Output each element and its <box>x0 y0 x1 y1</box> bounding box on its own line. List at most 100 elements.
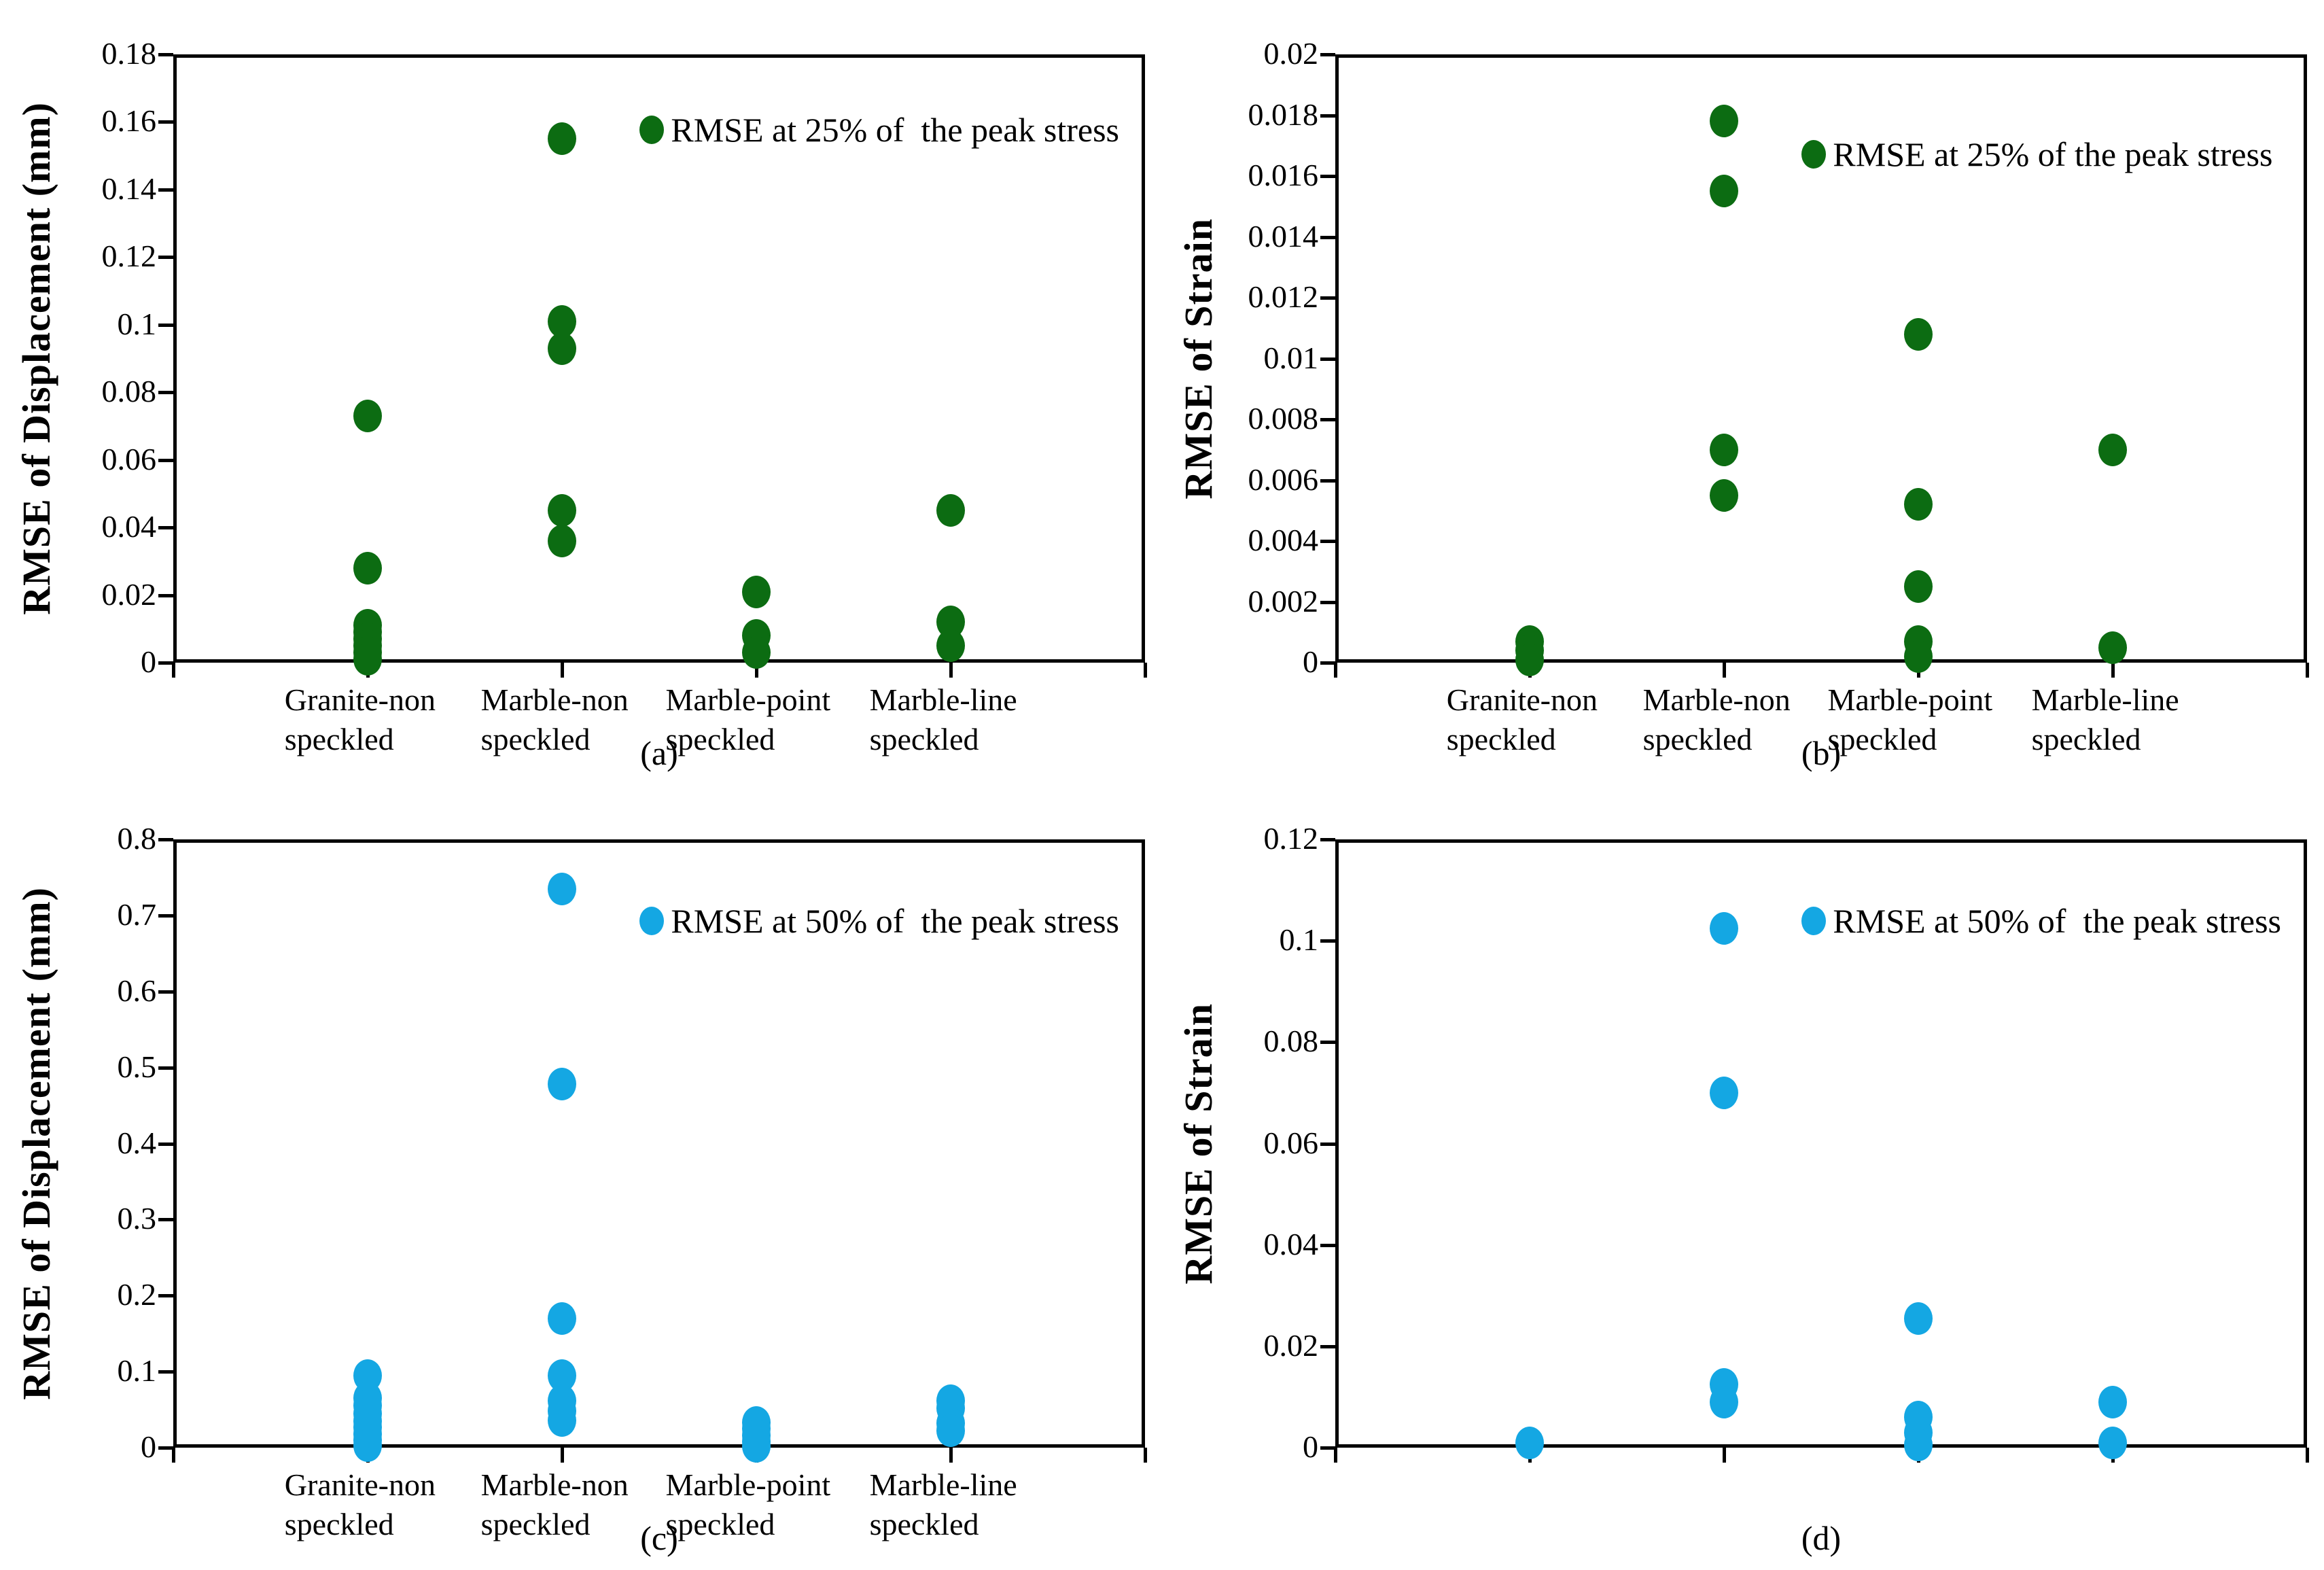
data-point <box>548 1302 576 1335</box>
y-tick-mark <box>158 526 173 530</box>
category-label: Marble-line speckled <box>2031 682 2179 756</box>
x-tick-mark <box>561 1448 564 1463</box>
y-tick-mark <box>158 1066 173 1070</box>
category-label: Marble-point speckled <box>1827 682 1993 756</box>
y-tick-label: 0.04 <box>101 509 157 544</box>
legend: RMSE at 25% of the peak stress <box>1801 135 2273 173</box>
category-label: Marble-point speckled <box>665 682 831 756</box>
data-point <box>2098 1385 2127 1418</box>
x-tick-mark <box>949 1448 953 1463</box>
x-tick-mark <box>1723 1448 1726 1463</box>
y-tick-label: 0.06 <box>101 441 157 476</box>
x-tick-mark <box>1334 663 1337 678</box>
data-point <box>548 872 576 905</box>
y-axis-title: RMSE of Displacement (mm) <box>5 54 67 663</box>
y-tick-mark <box>158 188 173 192</box>
data-point <box>548 525 576 557</box>
x-tick-mark <box>561 663 564 678</box>
y-tick-mark <box>1320 838 1335 841</box>
y-tick-label: 0.12 <box>1263 821 1319 856</box>
category-label: Marble-line speckled <box>869 682 1017 756</box>
x-tick-mark <box>755 663 758 678</box>
data-point <box>1904 317 1933 351</box>
y-tick-label: 0.08 <box>101 374 157 409</box>
data-point <box>1904 1429 1933 1462</box>
data-point <box>1904 570 1933 604</box>
data-point <box>1710 105 1738 138</box>
y-tick-mark <box>1320 1344 1335 1348</box>
data-point <box>1904 640 1933 674</box>
category-label: Marble-non speckled <box>480 1467 629 1541</box>
subplot-caption: (d) <box>1801 1519 1842 1557</box>
data-point <box>353 400 382 433</box>
y-tick-label: 0.004 <box>1248 523 1319 557</box>
data-point <box>1904 1302 1933 1335</box>
data-point <box>936 494 965 527</box>
y-tick-label: 0.8 <box>117 821 157 856</box>
y-tick-mark <box>1320 53 1335 56</box>
data-point <box>1515 643 1544 676</box>
category-label: Marble-line speckled <box>869 1467 1017 1541</box>
y-tick-label: 0.6 <box>117 973 157 1008</box>
y-tick-mark <box>1320 1142 1335 1146</box>
data-point <box>1710 175 1738 208</box>
y-tick-label: 0.06 <box>1263 1125 1319 1160</box>
plot-area <box>173 839 1145 1448</box>
y-tick-mark <box>1320 661 1335 665</box>
y-tick-label: 0.002 <box>1248 583 1319 618</box>
x-tick-mark <box>1144 1448 1147 1463</box>
y-tick-mark <box>1320 175 1335 178</box>
data-point <box>548 494 576 527</box>
y-tick-mark <box>1320 357 1335 361</box>
legend: RMSE at 25% of the peak stress <box>639 112 1119 147</box>
data-point <box>1710 433 1738 466</box>
legend-marker-icon <box>639 116 665 145</box>
y-tick-mark <box>158 1446 173 1450</box>
y-tick-mark <box>158 323 173 327</box>
data-point <box>1710 911 1738 945</box>
data-point <box>936 629 965 663</box>
data-point <box>353 1429 382 1462</box>
data-point <box>936 1414 965 1448</box>
data-point <box>1710 478 1738 512</box>
category-label: Granite-non speckled <box>284 682 436 756</box>
y-tick-mark <box>158 1294 173 1298</box>
y-tick-mark <box>158 593 173 597</box>
y-tick-label: 0.02 <box>1263 1327 1319 1363</box>
y-tick-mark <box>158 990 173 994</box>
legend-marker-icon <box>1801 139 1827 169</box>
y-tick-label: 0.5 <box>117 1049 157 1084</box>
chart-panel-a: RMSE of Displacement (mm) RMSE at 25% of… <box>0 0 1162 785</box>
legend-label: RMSE at 25% of the peak stress <box>1833 135 2273 173</box>
category-label: Granite-non speckled <box>284 1467 436 1541</box>
y-tick-mark <box>158 53 173 56</box>
legend-marker-icon <box>1801 906 1827 935</box>
legend-label: RMSE at 50% of the peak stress <box>671 901 1120 940</box>
chart-panel-d: RMSE of Strain RMSE at 50% of the peak s… <box>1162 785 2324 1570</box>
x-tick-mark <box>2306 663 2309 678</box>
y-tick-mark <box>158 120 173 124</box>
y-tick-label: 0.01 <box>1263 340 1319 375</box>
data-point <box>742 636 771 669</box>
y-tick-mark <box>1320 418 1335 421</box>
data-point <box>1710 1076 1738 1109</box>
y-tick-label: 0 <box>141 1429 156 1464</box>
y-tick-label: 0.12 <box>101 239 157 274</box>
x-tick-mark <box>949 663 953 678</box>
y-tick-mark <box>158 391 173 395</box>
x-tick-mark <box>172 1448 175 1463</box>
y-tick-label: 0.014 <box>1248 218 1319 254</box>
category-label: Marble-point speckled <box>665 1467 831 1541</box>
y-tick-label: 0.14 <box>101 171 157 206</box>
legend-label: RMSE at 25% of the peak stress <box>671 111 1120 150</box>
legend-marker-icon <box>639 906 665 935</box>
y-tick-mark <box>1320 1446 1335 1450</box>
y-tick-label: 0.4 <box>117 1125 157 1160</box>
y-tick-label: 0.1 <box>117 306 157 341</box>
legend: RMSE at 50% of the peak stress <box>639 903 1119 939</box>
y-tick-label: 0.02 <box>1263 36 1319 71</box>
data-point <box>353 643 382 676</box>
y-tick-label: 0.2 <box>117 1277 157 1312</box>
data-point <box>2098 631 2127 664</box>
